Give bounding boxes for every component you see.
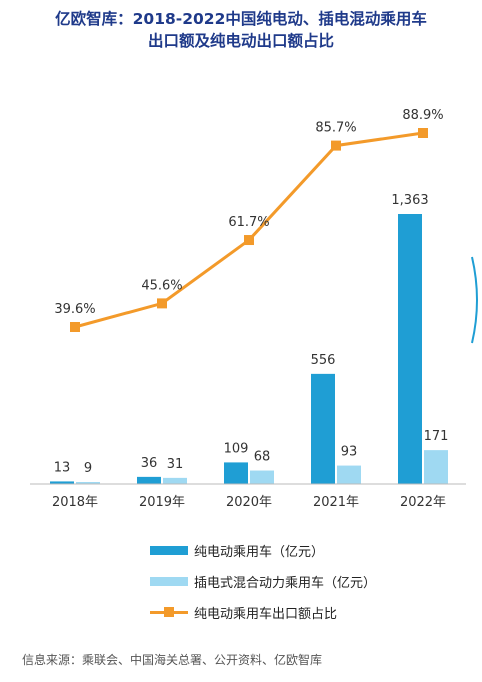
share-label-1: 45.6% [141,278,182,293]
legend-item-phev: 插电式混合动力乘用车（亿元） [150,571,376,591]
legend-item-bev: 纯电动乘用车（亿元） [150,540,324,560]
data-label-phev-3: 93 [341,445,358,460]
data-label-phev-0: 9 [84,461,92,476]
legend-label-phev: 插电式混合动力乘用车（亿元） [194,575,377,591]
bar-phev-3 [337,465,361,484]
decorative-arc [471,256,478,344]
x-tick-label-4: 2022年 [400,495,446,510]
bar-bev-4 [398,214,422,484]
data-label-phev-1: 31 [167,457,184,472]
share-marker-1 [157,298,167,309]
chart-title-line1: 亿欧智库：2018-2022中国纯电动、插电混动乘用车 [55,10,427,28]
bar-phev-2 [250,470,274,484]
bar-bev-2 [224,462,248,484]
share-label-0: 39.6% [54,302,95,317]
share-label-2: 61.7% [228,215,269,230]
data-label-bev-1: 36 [141,456,158,471]
share-marker-0 [70,322,80,332]
share-marker-4 [418,128,428,138]
bar-bev-0 [50,481,74,484]
data-label-bev-2: 109 [224,441,249,456]
source-note: 信息来源：乘联会、中国海关总署、公开资料、亿欧智库 [22,653,323,667]
legend-label-bev: 纯电动乘用车（亿元） [194,544,325,560]
legend-line-share [150,606,188,618]
share-marker-2 [244,235,254,246]
x-tick-label-2: 2020年 [226,495,272,510]
share-marker-3 [331,140,341,151]
x-tick-label-3: 2021年 [313,495,359,510]
x-tick-label-0: 2018年 [52,495,98,510]
x-tick-label-1: 2019年 [139,495,185,510]
data-label-phev-2: 68 [254,450,271,465]
data-label-bev-4: 1,363 [391,193,428,208]
data-label-phev-4: 171 [424,429,449,444]
share-label-4: 88.9% [402,108,443,123]
bar-phev-4 [424,450,448,484]
share-label-3: 85.7% [315,121,356,136]
bar-bev-3 [311,373,335,484]
data-label-bev-0: 13 [54,460,71,475]
bar-phev-1 [163,477,187,484]
legend-label-share: 纯电动乘用车出口额占比 [194,606,338,622]
chart-title-line2: 出口额及纯电动出口额占比 [147,32,334,50]
bar-bev-1 [137,476,161,484]
bar-phev-0 [76,482,100,484]
legend-swatch-bev [150,545,188,555]
legend-swatch-phev [150,576,188,586]
legend-item-share: 纯电动乘用车出口额占比 [150,602,337,622]
data-label-bev-3: 556 [311,353,336,368]
